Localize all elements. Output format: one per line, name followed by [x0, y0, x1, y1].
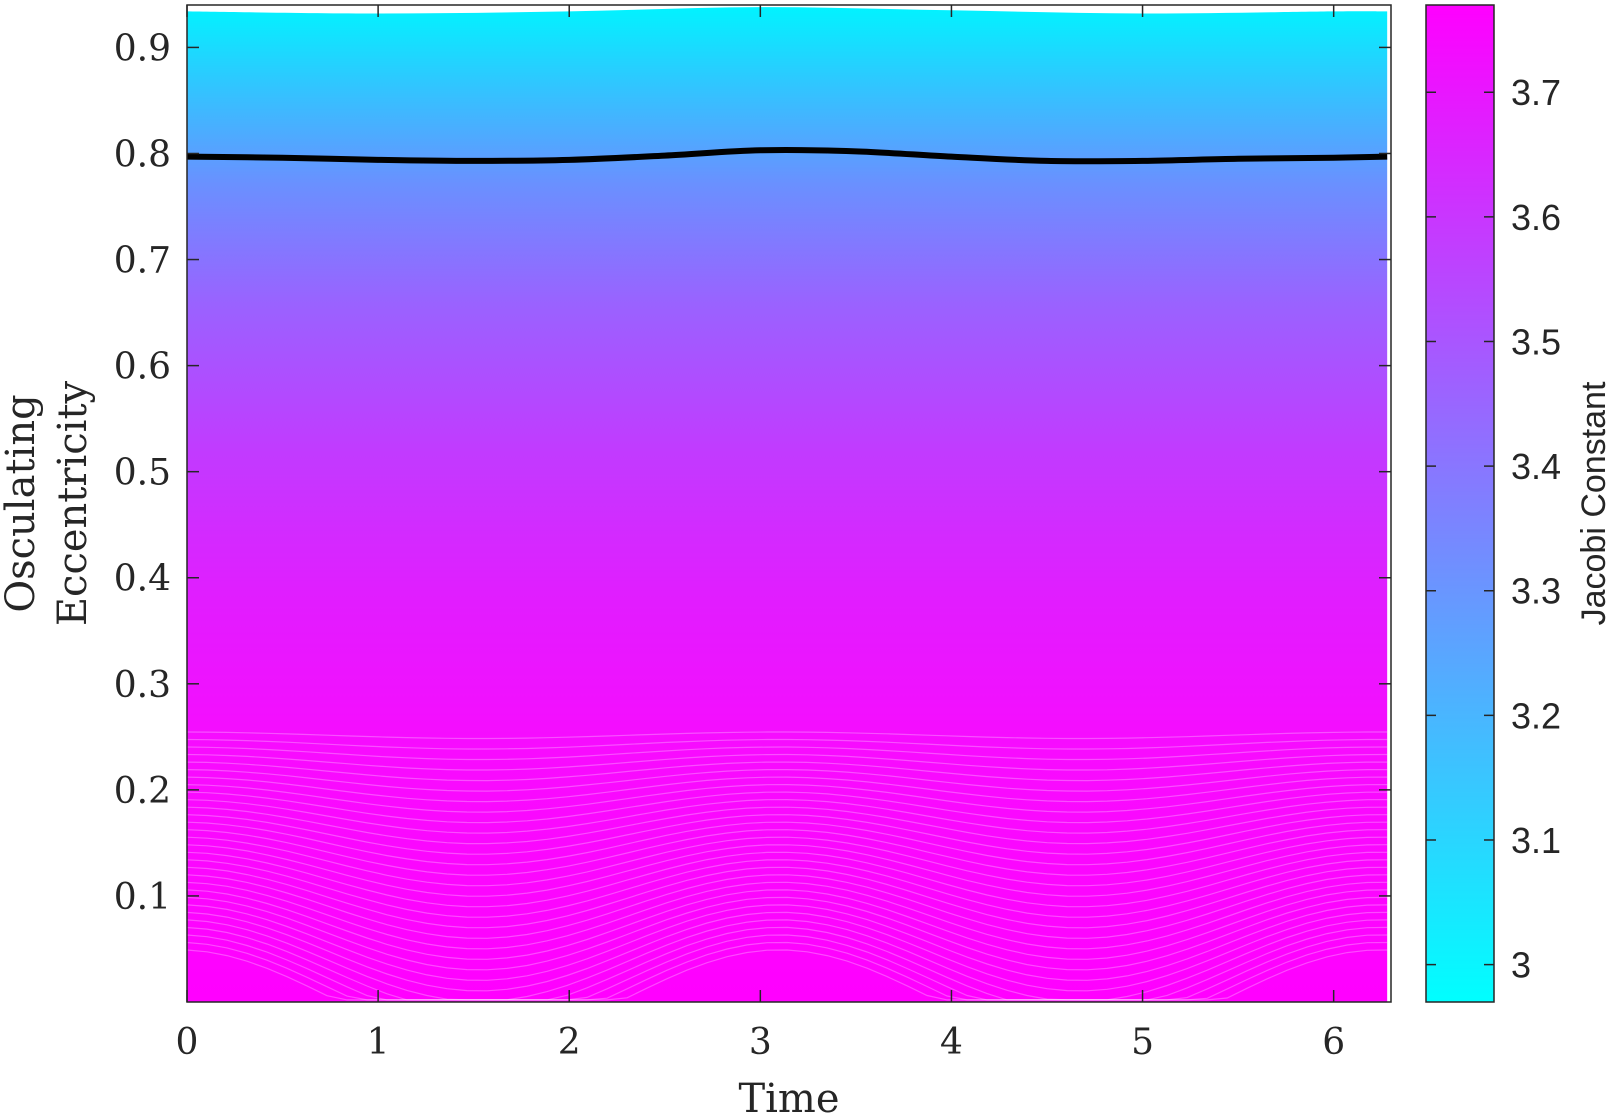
band-line [186, 791, 1388, 824]
x-tick-label: 3 [749, 1022, 772, 1063]
eccentricity-fill-region [187, 7, 1388, 1002]
band-line [186, 798, 1388, 834]
band-line [186, 731, 1388, 740]
colorbar-tick-label: 3.4 [1511, 446, 1561, 487]
band-line [186, 761, 1388, 782]
y-tick-label: 0.5 [114, 453, 171, 494]
colorbar-ticks: 3 3.1 3.2 3.3 3.4 3.5 3.6 3.7 [1426, 72, 1561, 986]
plot-frame [186, 4, 1392, 1003]
band-line [186, 866, 1388, 929]
band-line [186, 851, 1388, 908]
y-tick-label: 0.6 [114, 347, 171, 388]
band-line [186, 738, 1388, 750]
x-tick-label: 0 [176, 1022, 199, 1063]
band-line [186, 904, 1388, 981]
y-axis-title-line-2: Eccentricity [50, 380, 96, 626]
y-axis: 0.1 0.2 0.3 0.4 0.5 0.6 0.7 0.8 0.9 [114, 28, 1391, 918]
x-axis-title: Time [738, 1076, 839, 1115]
band-line [186, 844, 1388, 897]
colorbar-tick-label: 3.1 [1511, 820, 1561, 861]
x-tick-label: 5 [1131, 1022, 1154, 1063]
plot-area: 0 1 2 3 4 5 6 0.1 0.2 0.3 0.4 0.5 0.6 0.7 0.8 0.9 [114, 4, 1392, 1063]
band-line [186, 926, 1388, 1001]
y-tick-label: 0.7 [114, 241, 171, 282]
y-tick-label: 0.2 [114, 771, 171, 812]
band-line [186, 859, 1388, 918]
band-line [186, 776, 1388, 803]
x-tick-label: 4 [940, 1022, 963, 1063]
band-line [186, 911, 1388, 992]
y-tick-label: 0.8 [114, 134, 171, 175]
band-line [186, 821, 1388, 866]
band-line [186, 934, 1388, 1001]
colorbar-tick-label: 3.7 [1511, 72, 1561, 113]
y-axis-title: Osculating Eccentricity [0, 380, 96, 626]
band-line [186, 753, 1388, 771]
band-line [186, 881, 1388, 950]
band-line [186, 949, 1388, 1001]
highlight-series-line [186, 147, 1388, 165]
band-line [186, 806, 1388, 845]
band-line [186, 746, 1388, 761]
x-axis: 0 1 2 3 4 5 6 [176, 5, 1345, 1063]
band-line [186, 829, 1388, 876]
colorbar-tick-label: 3.6 [1511, 197, 1561, 238]
colorbar-tick-label: 3.3 [1511, 571, 1561, 612]
band-line [186, 836, 1388, 887]
band-line [186, 783, 1388, 813]
band-line [186, 941, 1388, 1001]
y-tick-label: 0.1 [114, 877, 171, 918]
colorbar-tick-label: 3.5 [1511, 321, 1561, 362]
colorbar: 3 3.1 3.2 3.3 3.4 3.5 3.6 3.7 Jacobi Constant [1425, 4, 1613, 1003]
band-line [186, 874, 1388, 939]
colorbar-tick-label: 3 [1511, 945, 1531, 986]
colorbar-gradient [1425, 4, 1495, 1003]
eccentricity-band-lines [186, 731, 1388, 1001]
y-tick-label: 0.4 [114, 559, 171, 600]
x-tick-label: 1 [367, 1022, 390, 1063]
colorbar-tick-label: 3.2 [1511, 695, 1561, 736]
x-tick-label: 6 [1322, 1022, 1345, 1063]
band-line [186, 769, 1388, 792]
band-line [186, 919, 1388, 1001]
y-tick-label: 0.9 [114, 28, 171, 69]
band-line [186, 889, 1388, 960]
x-tick-label: 2 [558, 1022, 581, 1063]
band-line [186, 814, 1388, 855]
band-line [186, 896, 1388, 971]
y-axis-title-line-1: Osculating [0, 394, 44, 612]
y-tick-label: 0.3 [114, 665, 171, 706]
colorbar-title: Jacobi Constant [1575, 381, 1613, 625]
